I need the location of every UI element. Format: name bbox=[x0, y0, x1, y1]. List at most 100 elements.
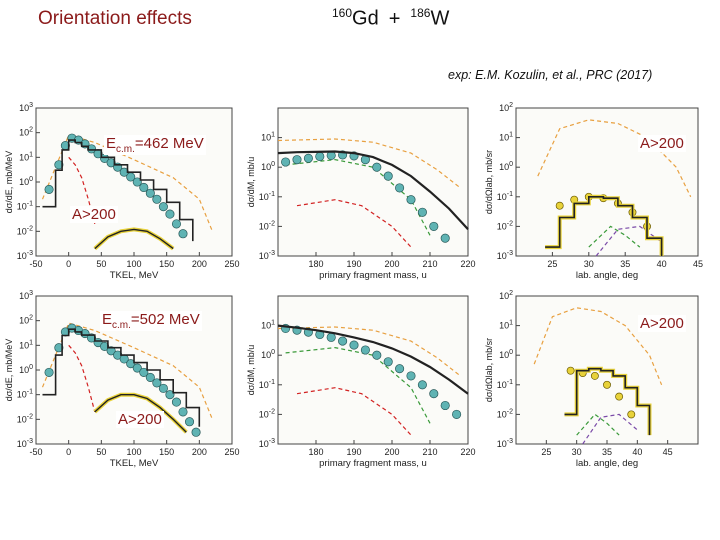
chart-tkel-462: -50 0 50 100 150 200 250 10-3 10-2 10-1 100 101 102 1… bbox=[4, 102, 240, 281]
target-symbol: Gd bbox=[352, 7, 379, 30]
data-point bbox=[171, 397, 182, 407]
y-tick-label: 10-3 bbox=[17, 250, 33, 261]
model-dashed-curve bbox=[277, 138, 461, 189]
reference-citation: exp: E.M. Kozulin, et al., PRC (2017) bbox=[448, 68, 653, 82]
model-dashed-curve bbox=[68, 156, 96, 225]
x-tick-label: 210 bbox=[422, 259, 437, 269]
data-point bbox=[106, 158, 116, 168]
x-tick-label: 190 bbox=[346, 447, 361, 457]
projectile-mass-number: 186 bbox=[410, 6, 431, 20]
x-tick-label: 50 bbox=[96, 259, 106, 269]
y-tick-label: 10-3 bbox=[497, 438, 513, 449]
y-tick-label: 10-1 bbox=[17, 389, 33, 400]
model-dashed-curve bbox=[533, 307, 663, 386]
data-point-cut bbox=[566, 366, 575, 375]
data-point-cut bbox=[615, 392, 624, 401]
y-axis-label: dσ/dE, mb/MeV bbox=[4, 339, 14, 402]
x-tick-label: 30 bbox=[572, 447, 582, 457]
theory-line bbox=[277, 324, 469, 395]
chart-angle-462: 25 30 35 40 45 10-3 10-2 10-1 100 101 102 lab. angl… bbox=[484, 102, 703, 281]
data-point bbox=[383, 171, 393, 181]
data-point bbox=[145, 188, 155, 198]
y-tick-label: 10-1 bbox=[497, 191, 513, 202]
x-tick-label: 200 bbox=[192, 447, 207, 457]
y-axis-label: dσ/dM, mb/u bbox=[246, 345, 256, 396]
y-tick-label: 10-2 bbox=[497, 220, 513, 231]
data-point bbox=[338, 336, 348, 346]
data-point bbox=[139, 367, 149, 377]
data-point bbox=[178, 229, 188, 239]
x-tick-label: 250 bbox=[224, 447, 239, 457]
mass-cut-label-left-row1: A>200 bbox=[70, 206, 118, 223]
plot-frame bbox=[515, 107, 699, 257]
plot-frame bbox=[277, 295, 469, 445]
model-dashed-curve bbox=[537, 119, 692, 198]
chart-mass-502: 180 190 200 210 220 10-3 10-2 10-1 100 101 primary… bbox=[246, 295, 476, 469]
x-tick-label: 210 bbox=[422, 447, 437, 457]
y-tick-label: 101 bbox=[19, 339, 33, 350]
data-point bbox=[315, 151, 325, 162]
y-tick-label: 102 bbox=[19, 315, 33, 326]
x-tick-label: 200 bbox=[384, 447, 399, 457]
data-point bbox=[303, 153, 313, 163]
y-tick-label: 100 bbox=[261, 349, 275, 360]
mass-cut-label-right-row2: A>200 bbox=[638, 315, 686, 332]
y-tick-label: 10-1 bbox=[497, 379, 513, 390]
target-mass-number: 160 bbox=[332, 6, 353, 20]
x-tick-label: 180 bbox=[308, 259, 323, 269]
theory-step-line bbox=[545, 196, 663, 256]
data-point bbox=[100, 341, 110, 352]
x-tick-label: -50 bbox=[29, 259, 42, 269]
mass-cut-label-right-row1: A>200 bbox=[638, 135, 686, 152]
data-point bbox=[281, 157, 291, 167]
data-point-cut bbox=[555, 201, 564, 210]
y-tick-label: 10-1 bbox=[259, 191, 275, 202]
theory-step-line bbox=[564, 367, 651, 436]
y-tick-label: 10-1 bbox=[259, 379, 275, 390]
data-point bbox=[152, 194, 162, 204]
data-point bbox=[417, 380, 427, 390]
y-tick-label: 101 bbox=[499, 320, 513, 331]
energy-subscript: c.m. bbox=[112, 320, 131, 331]
y-tick-label: 100 bbox=[499, 349, 513, 360]
data-point bbox=[372, 162, 382, 172]
data-point bbox=[440, 400, 450, 411]
x-axis-label: TKEL, MeV bbox=[110, 458, 159, 469]
data-point bbox=[158, 202, 168, 212]
energy-value: =502 MeV bbox=[130, 311, 200, 328]
data-point bbox=[178, 407, 188, 417]
x-axis-label: primary fragment mass, u bbox=[319, 458, 427, 469]
x-tick-label: 100 bbox=[126, 259, 141, 269]
data-point bbox=[292, 155, 302, 165]
x-tick-label: 35 bbox=[620, 259, 630, 269]
x-tick-label: 200 bbox=[192, 259, 207, 269]
y-tick-label: 102 bbox=[19, 127, 33, 138]
y-tick-label: 10-3 bbox=[259, 250, 275, 261]
x-axis-label: TKEL, MeV bbox=[110, 270, 159, 281]
data-point bbox=[383, 357, 393, 367]
data-point bbox=[326, 332, 336, 342]
model-dashed-curve bbox=[277, 326, 461, 377]
data-point bbox=[54, 160, 64, 170]
data-point bbox=[132, 177, 142, 187]
y-tick-label: 10-2 bbox=[17, 413, 33, 424]
theory-step-line bbox=[42, 328, 201, 427]
data-point bbox=[106, 346, 116, 356]
x-tick-label: 35 bbox=[602, 447, 612, 457]
x-tick-label: 150 bbox=[159, 259, 174, 269]
y-axis-label: dσ/dΩlab, mb/sr bbox=[484, 338, 494, 402]
data-point-cut bbox=[603, 380, 611, 389]
model-dashed-curve bbox=[296, 387, 412, 436]
data-point bbox=[165, 390, 175, 400]
x-tick-label: 30 bbox=[584, 259, 594, 269]
y-tick-label: 10-3 bbox=[17, 438, 33, 449]
y-tick-label: 100 bbox=[261, 161, 275, 172]
x-tick-label: 40 bbox=[657, 259, 667, 269]
energy-subscript: c.m. bbox=[116, 144, 135, 155]
model-dashed-curve bbox=[582, 413, 638, 445]
x-axis-label: lab. angle, deg bbox=[576, 458, 638, 469]
y-tick-label: 100 bbox=[499, 161, 513, 172]
x-tick-label: -50 bbox=[29, 447, 42, 457]
data-point bbox=[360, 345, 370, 355]
